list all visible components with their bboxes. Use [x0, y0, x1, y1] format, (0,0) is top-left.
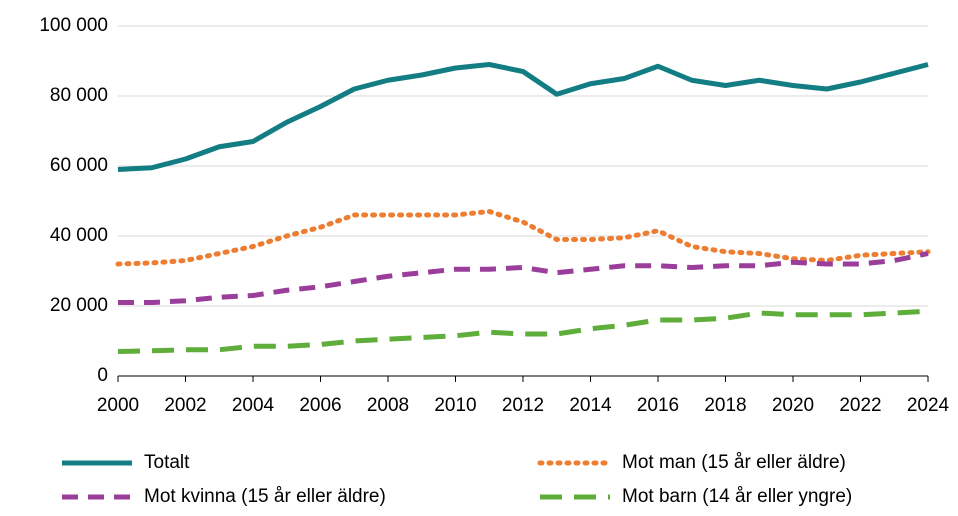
y-tick-label: 0: [97, 365, 108, 386]
y-tick-label: 60 000: [50, 155, 108, 176]
series-line: [117, 308, 929, 354]
y-tick-label: 100 000: [39, 15, 108, 36]
series-line: [117, 62, 929, 172]
legend-label: Mot barn (14 år eller yngre): [622, 486, 852, 507]
x-tick-label: 2010: [434, 395, 476, 416]
x-tick-label: 2016: [637, 395, 679, 416]
x-tick-label: 2024: [907, 395, 950, 416]
x-tick-label: 2004: [232, 395, 275, 416]
x-tick-label: 2018: [704, 395, 746, 416]
legend-label: Mot man (15 år eller äldre): [622, 452, 846, 473]
series-line: [115, 209, 931, 267]
x-tick-label: 2014: [569, 395, 612, 416]
x-tick-label: 2012: [502, 395, 544, 416]
x-tick-label: 2002: [164, 395, 206, 416]
x-tick-label: 2008: [367, 395, 409, 416]
y-tick-label: 20 000: [50, 295, 108, 316]
legend-label: Mot kvinna (15 år eller äldre): [144, 486, 386, 507]
x-tick-label: 2020: [772, 395, 814, 416]
series-line: [118, 251, 929, 305]
y-tick-label: 80 000: [50, 85, 108, 106]
x-tick-label: 2000: [97, 395, 139, 416]
legend-label: Totalt: [144, 452, 190, 473]
y-tick-label: 40 000: [50, 225, 108, 246]
x-tick-label: 2006: [299, 395, 341, 416]
x-tick-label: 2022: [839, 395, 881, 416]
